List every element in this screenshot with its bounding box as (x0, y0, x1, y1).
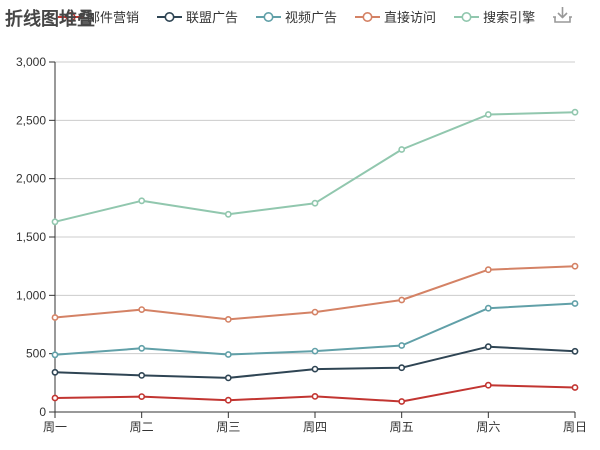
y-axis-label: 2,000 (16, 172, 46, 186)
x-axis-label: 周六 (476, 420, 500, 434)
x-axis-label: 周日 (563, 420, 587, 434)
data-point-marker[interactable] (571, 300, 579, 307)
x-axis-label: 周四 (303, 420, 327, 434)
data-point-marker[interactable] (138, 393, 146, 400)
x-axis-label: 周一 (43, 420, 67, 434)
legend-item[interactable]: 联盟广告 (157, 7, 238, 26)
legend-item-label: 视频广告 (285, 10, 338, 25)
data-point-marker[interactable] (311, 392, 319, 400)
data-point-marker[interactable] (571, 347, 579, 355)
legend-item-label: 邮件营销 (87, 10, 140, 25)
data-point-marker[interactable] (398, 146, 406, 153)
data-point-marker[interactable] (224, 351, 232, 358)
data-point-marker[interactable] (51, 314, 59, 321)
x-axis-label: 周二 (130, 420, 154, 434)
save-as-image-icon[interactable] (551, 5, 574, 27)
data-point-marker[interactable] (138, 344, 146, 352)
y-axis-label: 1,000 (16, 288, 46, 302)
data-point-marker[interactable] (51, 368, 59, 376)
legend-line-circle-icon (454, 11, 480, 22)
x-axis-label: 周三 (216, 420, 240, 434)
legend-circle (65, 11, 76, 22)
data-point-marker[interactable] (398, 398, 406, 405)
data-point-marker[interactable] (51, 394, 59, 402)
data-point-marker[interactable] (311, 365, 319, 373)
data-point-marker[interactable] (51, 218, 59, 226)
data-point-marker[interactable] (311, 308, 319, 316)
data-point-marker[interactable] (224, 374, 232, 382)
legend: 邮件营销 联盟广告 视频广告 直接访问 搜索引擎 (58, 7, 535, 26)
legend-item-label: 联盟广告 (186, 10, 239, 25)
data-point-marker[interactable] (484, 381, 492, 389)
legend-line-circle-icon (58, 11, 83, 22)
legend-line-circle-icon (157, 11, 183, 22)
legend-circle (263, 11, 274, 22)
data-point-marker[interactable] (138, 197, 146, 205)
data-point-marker[interactable] (398, 342, 406, 349)
data-point-marker[interactable] (51, 351, 59, 359)
data-point-marker[interactable] (138, 371, 146, 379)
legend-circle (461, 11, 472, 22)
legend-line-circle-icon (256, 11, 282, 22)
y-axis-label: 2,500 (16, 113, 46, 127)
data-point-marker[interactable] (484, 343, 492, 351)
data-point-marker[interactable] (571, 384, 579, 391)
y-axis-label: 0 (39, 405, 46, 419)
data-point-marker[interactable] (398, 296, 406, 304)
legend-line-circle-icon (355, 11, 381, 22)
y-axis-label: 500 (26, 347, 46, 361)
legend-circle (362, 11, 373, 22)
x-axis-label: 周五 (390, 420, 414, 434)
data-point-marker[interactable] (224, 396, 232, 404)
data-point-marker[interactable] (571, 262, 579, 270)
data-point-marker[interactable] (311, 347, 319, 355)
data-point-marker[interactable] (484, 111, 492, 118)
download-tray (553, 16, 572, 23)
download-arrow-head (557, 12, 568, 19)
legend-item[interactable]: 直接访问 (355, 7, 436, 26)
data-point-marker[interactable] (138, 306, 146, 313)
y-axis-label: 1,500 (16, 230, 46, 244)
y-axis-label: 3,000 (16, 55, 46, 69)
legend-item[interactable]: 搜索引擎 (454, 7, 535, 26)
legend-item-label: 搜索引擎 (483, 10, 536, 25)
legend-circle (164, 11, 175, 22)
data-point-marker[interactable] (311, 199, 319, 207)
data-point-marker[interactable] (484, 266, 492, 274)
legend-item[interactable]: 视频广告 (256, 7, 337, 26)
toolbox (551, 5, 574, 27)
data-point-marker[interactable] (484, 304, 492, 312)
legend-item[interactable]: 邮件营销 (58, 7, 139, 26)
data-point-marker[interactable] (224, 210, 232, 218)
data-point-marker[interactable] (398, 364, 406, 372)
legend-item-label: 直接访问 (384, 10, 437, 25)
data-point-marker[interactable] (571, 108, 579, 116)
data-point-marker[interactable] (224, 315, 232, 323)
chart-title: 折线图堆叠 (5, 9, 95, 29)
